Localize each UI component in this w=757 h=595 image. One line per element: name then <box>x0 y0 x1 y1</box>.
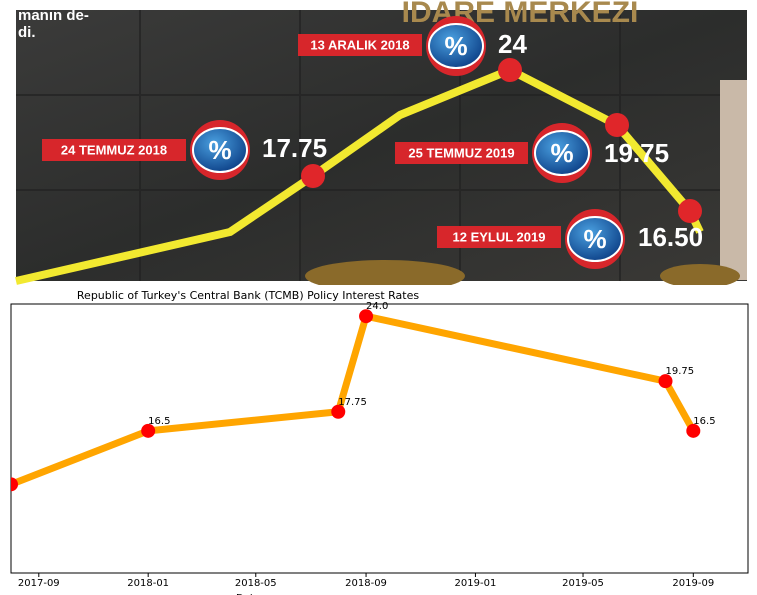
x-axis-label: Date <box>236 593 260 595</box>
trend-points <box>301 58 702 223</box>
data-point <box>11 477 18 492</box>
date-label: 25 TEMMUZ 2019 <box>408 145 514 160</box>
x-tick-label: 2019-05 <box>562 578 604 589</box>
plot-frame <box>10 303 749 574</box>
rate-label: 24 <box>498 29 527 59</box>
percent-symbol: % <box>444 31 467 61</box>
rate-label: 17.75 <box>262 133 327 163</box>
data-point <box>359 309 374 324</box>
data-point <box>686 423 701 438</box>
date-label: 13 ARALIK 2018 <box>310 37 409 52</box>
rate-label: 19.75 <box>604 138 669 168</box>
callout: 24 TEMMUZ 2018% 17.75 <box>42 120 327 180</box>
date-tag <box>437 226 561 248</box>
series-line <box>11 312 697 488</box>
x-tick-label: 2017-09 <box>18 578 60 589</box>
percent-icon <box>567 216 623 262</box>
percent-symbol: % <box>208 135 231 165</box>
data-label: 16.5 <box>148 416 170 427</box>
x-tick-label: 2019-01 <box>455 578 497 589</box>
callout: 25 TEMMUZ 2019% 19.75 <box>395 123 669 183</box>
callout: 13 ARALIK 2018% 24 <box>298 16 527 76</box>
rate-label: 16.50 <box>638 222 703 252</box>
data-point <box>658 374 673 389</box>
data-point <box>331 404 346 419</box>
date-tag <box>42 139 186 161</box>
callout: 12 EYLUL 2019% 16.50 <box>437 209 703 269</box>
shrub <box>305 260 465 285</box>
data-label: 19.75 <box>666 366 695 377</box>
shrub <box>660 264 740 285</box>
date-label: 12 EYLUL 2019 <box>453 229 546 244</box>
percent-symbol: % <box>583 224 606 254</box>
percent-symbol: % <box>550 138 573 168</box>
date-tag <box>298 34 422 56</box>
data-label: 17.75 <box>338 397 367 408</box>
date-tag <box>395 142 528 164</box>
chart-title: Republic of Turkey's Central Bank (TCMB)… <box>77 289 419 302</box>
percent-icon <box>192 127 248 173</box>
data-label: 24.0 <box>366 301 388 312</box>
percent-icon <box>534 130 590 176</box>
x-tick-label: 2019-09 <box>672 578 714 589</box>
person <box>720 80 747 280</box>
data-point <box>141 423 156 438</box>
caption-line: manın de- <box>18 7 89 24</box>
newspaper-graphic: IDARE MERKEZI manın de- di. 13 ARALIK 20… <box>15 0 747 285</box>
date-label: 24 TEMMUZ 2018 <box>61 142 167 157</box>
percent-icon <box>428 23 484 69</box>
x-tick-label: 2018-01 <box>127 578 169 589</box>
trend-line <box>15 66 704 285</box>
caption-line: di. <box>18 24 36 41</box>
x-tick-label: 2018-05 <box>235 578 277 589</box>
data-label: 16.5 <box>693 416 715 427</box>
x-tick-label: 2018-09 <box>345 578 387 589</box>
